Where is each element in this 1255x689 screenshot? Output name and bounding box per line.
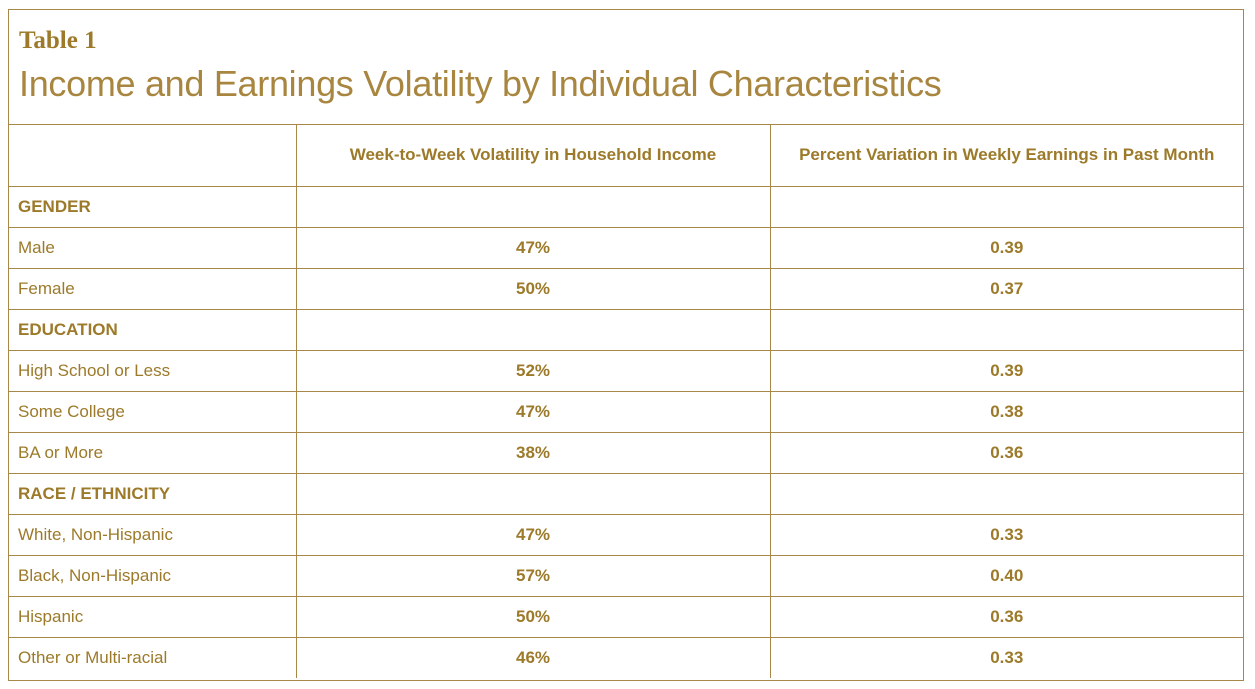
section-row: EDUCATION xyxy=(9,308,1243,351)
title-block: Table 1 Income and Earnings Volatility b… xyxy=(9,10,1243,125)
table-row: Some College 47% 0.38 xyxy=(9,390,1243,433)
volatility-value: 38% xyxy=(295,431,771,474)
table-row: Hispanic 50% 0.36 xyxy=(9,595,1243,638)
variation-value: 0.33 xyxy=(769,636,1243,678)
row-label: Black, Non-Hispanic xyxy=(9,554,297,597)
row-label: Some College xyxy=(9,390,297,433)
row-label: White, Non-Hispanic xyxy=(9,513,297,556)
empty-cell xyxy=(769,185,1243,228)
volatility-value: 46% xyxy=(295,636,771,678)
section-row: RACE / ETHNICITY xyxy=(9,472,1243,515)
variation-value: 0.37 xyxy=(769,267,1243,310)
volatility-value: 50% xyxy=(295,595,771,638)
volatility-value: 52% xyxy=(295,349,771,392)
variation-value: 0.39 xyxy=(769,226,1243,269)
header-cell-volatility: Week-to-Week Volatility in Household Inc… xyxy=(295,124,771,187)
table-row: Black, Non-Hispanic 57% 0.40 xyxy=(9,554,1243,597)
empty-cell xyxy=(769,308,1243,351)
row-label: High School or Less xyxy=(9,349,297,392)
table-row: White, Non-Hispanic 47% 0.33 xyxy=(9,513,1243,556)
volatility-value: 50% xyxy=(295,267,771,310)
volatility-value: 47% xyxy=(295,513,771,556)
empty-cell xyxy=(295,185,771,228)
variation-value: 0.36 xyxy=(769,431,1243,474)
empty-cell xyxy=(295,472,771,515)
section-row: GENDER xyxy=(9,185,1243,228)
volatility-value: 47% xyxy=(295,390,771,433)
table-frame: Table 1 Income and Earnings Volatility b… xyxy=(8,9,1244,681)
table-row: Other or Multi-racial 46% 0.33 xyxy=(9,636,1243,678)
row-label: BA or More xyxy=(9,431,297,474)
variation-value: 0.40 xyxy=(769,554,1243,597)
table-row: Female 50% 0.37 xyxy=(9,267,1243,310)
section-label: EDUCATION xyxy=(9,308,297,351)
section-label: GENDER xyxy=(9,185,297,228)
header-row: Week-to-Week Volatility in Household Inc… xyxy=(9,124,1243,187)
variation-value: 0.38 xyxy=(769,390,1243,433)
table-label: Table 1 xyxy=(19,27,97,54)
empty-cell xyxy=(769,472,1243,515)
variation-value: 0.36 xyxy=(769,595,1243,638)
table-title: Income and Earnings Volatility by Indivi… xyxy=(19,63,942,104)
row-label: Female xyxy=(9,267,297,310)
volatility-value: 57% xyxy=(295,554,771,597)
table-row: BA or More 38% 0.36 xyxy=(9,431,1243,474)
data-table: Week-to-Week Volatility in Household Inc… xyxy=(9,124,1243,678)
variation-value: 0.39 xyxy=(769,349,1243,392)
row-label: Hispanic xyxy=(9,595,297,638)
table-row: Male 47% 0.39 xyxy=(9,226,1243,269)
empty-cell xyxy=(295,308,771,351)
section-label: RACE / ETHNICITY xyxy=(9,472,297,515)
table-row: High School or Less 52% 0.39 xyxy=(9,349,1243,392)
row-label: Male xyxy=(9,226,297,269)
header-cell-label xyxy=(9,124,297,187)
variation-value: 0.33 xyxy=(769,513,1243,556)
volatility-value: 47% xyxy=(295,226,771,269)
row-label: Other or Multi-racial xyxy=(9,636,297,678)
header-cell-variation: Percent Variation in Weekly Earnings in … xyxy=(769,124,1243,187)
